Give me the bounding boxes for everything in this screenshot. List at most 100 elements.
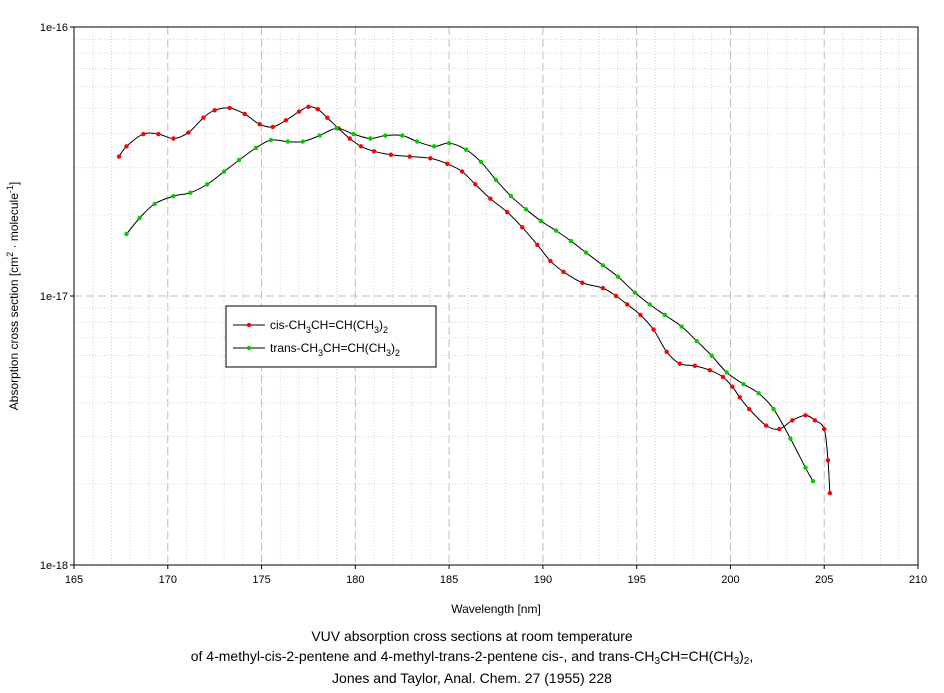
data-point-trans <box>152 201 157 207</box>
data-point-trans <box>568 238 574 244</box>
data-point-cis <box>473 182 478 187</box>
data-point-trans <box>741 382 746 387</box>
data-point-cis <box>737 395 743 400</box>
data-point-trans <box>317 133 322 138</box>
data-point-trans <box>221 169 227 174</box>
data-point-cis <box>812 418 818 423</box>
data-point-cis <box>407 154 412 159</box>
data-point-cis <box>116 154 122 159</box>
data-point-cis <box>358 144 364 149</box>
data-point-cis <box>505 209 510 215</box>
data-point-trans <box>236 157 242 163</box>
x-tick-label: 165 <box>65 574 83 586</box>
y-axis: 1e-18 1e-17 1e-16 <box>40 22 74 572</box>
data-point-trans <box>600 263 606 268</box>
data-point-trans <box>632 290 637 295</box>
y-label-mid: · molecule <box>7 193 21 252</box>
data-point-cis <box>707 367 713 373</box>
data-point-cis <box>325 115 330 120</box>
data-point-cis <box>600 285 606 291</box>
data-point-trans <box>285 139 291 144</box>
data-point-trans <box>400 133 405 138</box>
caption-line-2: of 4-methyl-cis-2-pentene and 4-methyl-t… <box>190 648 754 667</box>
data-point-trans <box>538 218 544 224</box>
data-point-trans <box>171 193 176 199</box>
legend-label-cis: cis-CH3CH=CH(CH3)2 <box>270 318 388 335</box>
y-label-sup1: 2 <box>5 252 15 257</box>
data-point-cis <box>296 109 302 114</box>
data-point-trans <box>253 145 259 151</box>
y-tick-label: 1e-18 <box>40 560 68 572</box>
data-point-trans <box>662 312 667 318</box>
data-point-cis <box>171 136 176 141</box>
data-point-cis <box>625 302 630 307</box>
data-point-trans <box>351 131 356 137</box>
y-tick-label: 1e-16 <box>40 22 68 34</box>
data-point-trans <box>368 136 373 141</box>
x-tick-label: 170 <box>159 574 177 586</box>
data-point-cis <box>445 161 450 167</box>
series-layer <box>116 104 833 496</box>
data-point-cis <box>488 196 493 201</box>
data-point-cis <box>227 105 232 111</box>
data-point-cis <box>388 152 394 157</box>
data-point-trans <box>583 250 589 255</box>
legend-marker-cis <box>246 322 252 328</box>
caption-line-1: VUV absorption cross sections at room te… <box>311 628 633 644</box>
x-axis: 165 170 175 180 185 190 195 200 205 210 <box>65 565 927 586</box>
y-label-sup2: -1 <box>5 185 15 193</box>
data-point-trans <box>724 370 729 375</box>
data-point-trans <box>463 147 469 152</box>
data-point-cis <box>720 374 726 380</box>
data-point-trans <box>523 207 529 212</box>
data-point-cis <box>124 144 129 149</box>
data-point-cis <box>825 458 831 463</box>
data-point-trans <box>415 139 420 144</box>
data-point-trans <box>694 338 699 344</box>
data-point-trans <box>788 436 793 441</box>
data-point-cis <box>270 124 276 130</box>
data-point-cis <box>428 156 433 161</box>
data-point-cis <box>347 136 352 141</box>
grid <box>74 27 918 565</box>
data-point-cis <box>651 327 656 332</box>
legend-marker-trans <box>246 345 252 351</box>
data-point-cis <box>730 384 735 389</box>
chart: 165 170 175 180 185 190 195 200 205 210 1e-181e-1… <box>5 22 927 616</box>
data-point-cis <box>638 312 643 318</box>
x-tick-label: 195 <box>627 574 645 586</box>
y-label-pre: Absorption cross section [cm <box>7 257 21 410</box>
x-tick-label: 190 <box>534 574 552 586</box>
data-point-cis <box>790 418 795 423</box>
data-point-cis <box>548 258 553 264</box>
data-point-cis <box>242 111 247 117</box>
data-point-cis <box>777 426 782 432</box>
x-tick-label: 185 <box>440 574 458 586</box>
data-point-trans <box>709 353 714 358</box>
data-point-cis <box>212 108 217 113</box>
x-axis-label: Wavelength [nm] <box>451 602 541 616</box>
data-point-trans <box>334 126 339 131</box>
data-point-cis <box>803 413 808 418</box>
data-point-cis <box>460 169 465 174</box>
data-point-cis <box>535 242 540 247</box>
data-point-cis <box>257 122 262 127</box>
data-point-cis <box>692 363 698 369</box>
data-point-cis <box>156 131 161 137</box>
x-tick-label: 180 <box>346 574 364 586</box>
data-point-trans <box>679 324 684 329</box>
data-point-cis <box>747 406 752 412</box>
data-point-trans <box>493 177 499 183</box>
legend-box <box>225 305 437 368</box>
series-line-cis <box>118 106 831 494</box>
data-point-trans <box>124 231 129 237</box>
data-point-cis <box>520 225 525 230</box>
data-point-cis <box>201 115 206 120</box>
data-point-cis <box>580 280 585 285</box>
data-point-trans <box>300 139 306 144</box>
data-point-trans <box>188 190 193 195</box>
data-point-cis <box>141 131 146 137</box>
data-point-trans <box>431 144 437 149</box>
y-axis-label: Absorption cross section [cm2 · molecule… <box>5 182 21 410</box>
data-point-cis <box>827 490 833 496</box>
